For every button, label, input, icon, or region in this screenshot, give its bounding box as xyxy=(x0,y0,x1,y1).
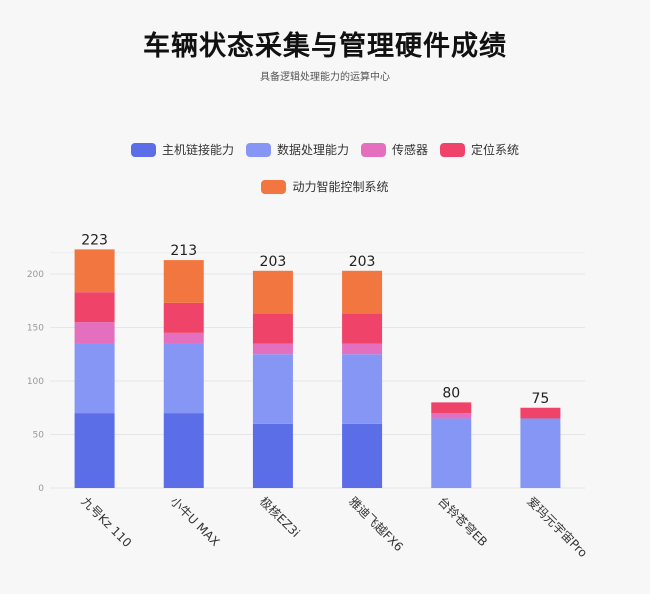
bar-segment[interactable] xyxy=(163,302,204,333)
legend-label: 主机链接能力 xyxy=(161,143,234,157)
x-category-label: 极核EZ3i xyxy=(257,494,303,540)
bar-segment[interactable] xyxy=(163,413,204,488)
bar-segment[interactable] xyxy=(163,260,204,303)
legend-label: 传感器 xyxy=(392,143,429,157)
legend-row-1: 主机链接能力 数据处理能力 传感器 定位系统 xyxy=(0,141,650,158)
bar-segment[interactable] xyxy=(252,313,293,344)
bar-total-label: 75 xyxy=(532,391,550,407)
legend-swatch xyxy=(361,142,386,157)
legend-item-sensor[interactable]: 传感器 xyxy=(361,141,428,158)
x-category-label: 小牛U MAX xyxy=(168,494,223,549)
bar-segment[interactable] xyxy=(74,292,115,323)
legend-row-2: 动力智能控制系统 xyxy=(0,178,650,195)
bar-total-label: 203 xyxy=(260,254,287,270)
bar-segment[interactable] xyxy=(342,270,383,314)
legend-item-data-processing[interactable]: 数据处理能力 xyxy=(245,141,349,158)
bar-segment[interactable] xyxy=(252,270,293,314)
bar-segment[interactable] xyxy=(74,322,115,344)
legend-swatch xyxy=(440,142,466,157)
y-tick-label: 200 xyxy=(27,270,44,280)
bar-segment[interactable] xyxy=(431,418,472,488)
legend-swatch xyxy=(245,142,271,157)
chart-title: 车辆状态采集与管理硬件成绩 xyxy=(143,31,507,62)
y-tick-label: 150 xyxy=(27,324,44,334)
y-tick-label: 0 xyxy=(38,484,44,494)
bar-total-label: 213 xyxy=(170,243,197,259)
legend-item-host-link[interactable]: 主机链接能力 xyxy=(130,141,234,158)
legend-swatch xyxy=(261,179,287,194)
bar-segment[interactable] xyxy=(342,313,383,344)
x-category-label: 台铃苍穹EB xyxy=(435,494,491,550)
chart-subtitle: 具备逻辑处理能力的运算中心 xyxy=(260,72,390,83)
bar-segment[interactable] xyxy=(342,423,383,488)
bar-total-label: 223 xyxy=(81,232,108,248)
x-category-label: 雅迪飞越FX6 xyxy=(346,494,407,555)
bar-segment[interactable] xyxy=(342,343,383,355)
bar-segment[interactable] xyxy=(431,413,472,419)
bar-segment[interactable] xyxy=(163,332,204,344)
x-category-label: 九号Kz 110 xyxy=(78,494,134,550)
y-tick-label: 50 xyxy=(33,431,45,441)
bar-total-label: 203 xyxy=(349,254,376,270)
legend-label: 数据处理能力 xyxy=(276,143,349,157)
legend-item-power-control[interactable]: 动力智能控制系统 xyxy=(261,178,389,195)
bar-segment[interactable] xyxy=(74,413,115,488)
bar-segment[interactable] xyxy=(252,423,293,488)
bar-segment[interactable] xyxy=(431,402,472,414)
bar-segment[interactable] xyxy=(520,418,561,488)
bar-segment[interactable] xyxy=(520,407,561,419)
x-category-label: 爱玛元宇宙Pro xyxy=(524,494,591,561)
y-tick-label: 100 xyxy=(27,377,44,387)
legend-swatch xyxy=(130,142,156,157)
bar-segment[interactable] xyxy=(252,343,293,355)
legend-label: 动力智能控制系统 xyxy=(292,180,389,194)
bar-segment[interactable] xyxy=(342,354,383,424)
bar-segment[interactable] xyxy=(252,354,293,424)
bar-total-label: 80 xyxy=(442,385,460,401)
bar-segment[interactable] xyxy=(163,343,204,414)
bar-segment[interactable] xyxy=(74,249,115,293)
legend-item-positioning[interactable]: 定位系统 xyxy=(440,141,519,158)
bar-segment[interactable] xyxy=(74,343,115,414)
legend-label: 定位系统 xyxy=(471,143,520,157)
